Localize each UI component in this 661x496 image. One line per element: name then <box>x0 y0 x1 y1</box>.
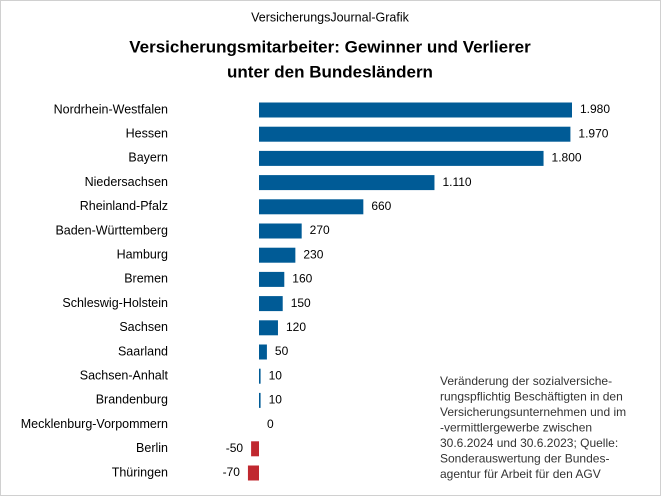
bar <box>259 199 364 215</box>
bar <box>259 102 572 118</box>
bar <box>259 368 261 384</box>
category-label: Bremen <box>124 272 168 286</box>
value-label: 150 <box>291 296 311 310</box>
bar <box>259 150 544 166</box>
value-label: 1.980 <box>580 102 610 116</box>
value-label: 160 <box>292 272 312 286</box>
value-label: 0 <box>267 417 274 431</box>
bar <box>247 465 259 481</box>
note: agentur für Arbeit für den AGV <box>440 467 601 481</box>
category-label: Sachsen-Anhalt <box>80 368 169 382</box>
bar <box>259 247 296 263</box>
bar <box>251 441 259 457</box>
category-label: Thüringen <box>112 465 168 479</box>
category-label: Nordrhein-Westfalen <box>54 102 168 116</box>
category-label: Hessen <box>126 126 168 140</box>
note: 30.6.2024 und 30.6.2023; Quelle: <box>440 436 618 450</box>
value-label: 230 <box>303 247 323 261</box>
value-label: 50 <box>275 344 289 358</box>
value-label: 660 <box>371 199 391 213</box>
note: Versicherungsunternehmen und im <box>440 405 626 419</box>
category-label: Sachsen <box>119 320 168 334</box>
category-label: Saarland <box>118 344 168 358</box>
note: -vermittlergewerbe zwischen <box>440 421 592 435</box>
bar <box>259 296 283 312</box>
chart-title: Versicherungsmitarbeiter: Gewinner und V… <box>129 37 531 56</box>
source: VersicherungsJournal-Grafik <box>251 10 409 24</box>
category-label: Niedersachsen <box>85 175 168 189</box>
bar <box>259 126 571 142</box>
category-label: Bayern <box>128 151 168 165</box>
value-label: -50 <box>226 441 244 455</box>
category-label: Hamburg <box>117 247 168 261</box>
note: rungspflichtig Beschäftigten in den <box>440 390 623 404</box>
value-label: 1.800 <box>552 151 582 165</box>
value-label: 270 <box>310 223 330 237</box>
category-label: Mecklenburg-Vorpommern <box>21 417 168 431</box>
bar <box>259 271 285 287</box>
bar <box>259 175 435 191</box>
value-label: -70 <box>223 465 241 479</box>
category-label: Rheinland-Pfalz <box>80 199 168 213</box>
value-label: 10 <box>269 393 283 407</box>
category-label: Berlin <box>136 441 168 455</box>
category-label: Schleswig-Holstein <box>62 296 168 310</box>
value-label: 1.110 <box>442 175 471 189</box>
category-label: Baden-Württemberg <box>55 223 168 237</box>
value-label: 120 <box>286 320 306 334</box>
bar <box>259 223 302 239</box>
bar <box>259 320 278 336</box>
value-label: 10 <box>269 368 283 382</box>
value-label: 1.970 <box>578 126 608 140</box>
bar <box>259 344 267 360</box>
bar <box>259 392 261 408</box>
note: Veränderung der sozialversiche- <box>440 374 612 388</box>
note: Sonderauswertung der Bundes- <box>440 452 609 466</box>
category-label: Brandenburg <box>96 393 168 407</box>
chart-title: unter den Bundesländern <box>227 62 433 81</box>
